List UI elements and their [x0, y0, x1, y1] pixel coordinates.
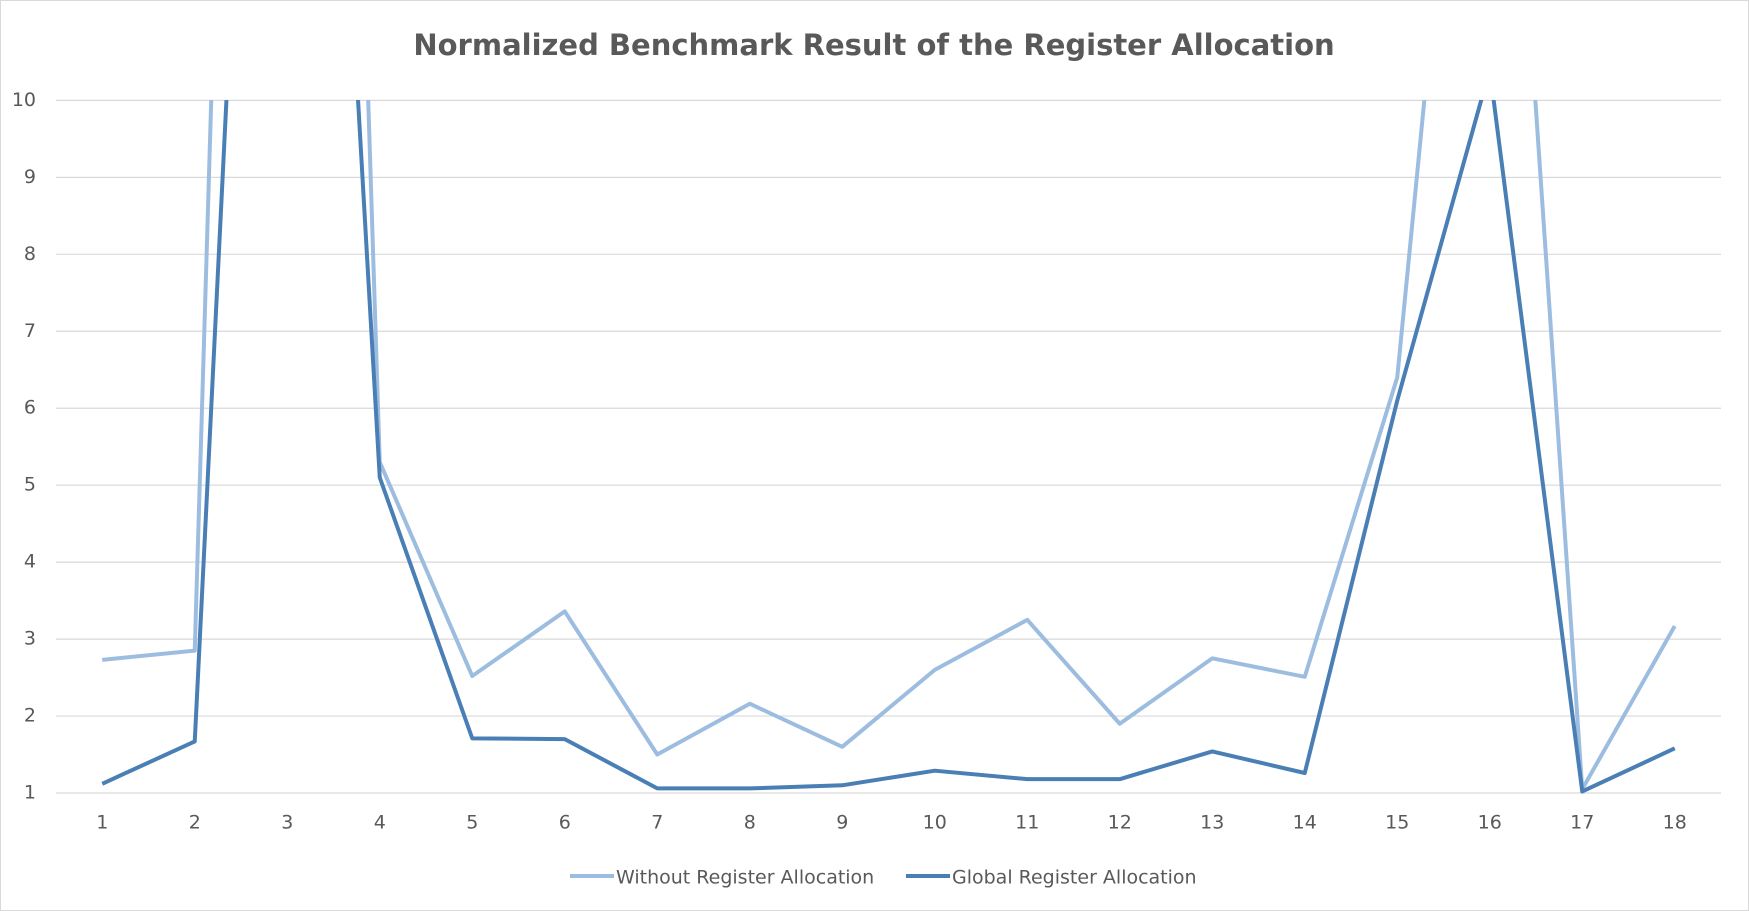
x-tick-label: 5 — [466, 812, 478, 834]
x-tick-label: 2 — [189, 812, 201, 834]
plot-area — [101, 100, 1677, 794]
y-tick-label: 2 — [24, 705, 36, 727]
x-tick-label: 10 — [923, 812, 947, 834]
legend-label: Global Register Allocation — [952, 867, 1197, 889]
y-tick-label: 3 — [24, 628, 36, 650]
x-tick-label: 7 — [651, 812, 663, 834]
series-line — [102, 100, 1677, 792]
x-tick-label: 15 — [1385, 812, 1409, 834]
grid — [56, 99, 1721, 794]
x-tick-label: 3 — [281, 812, 293, 834]
series-line — [101, 100, 1676, 794]
y-tick-label: 10 — [12, 89, 36, 111]
x-tick-label: 18 — [1663, 812, 1687, 834]
y-tick-label: 5 — [24, 474, 36, 496]
y-tick-label: 6 — [24, 397, 36, 419]
x-tick-label: 17 — [1570, 812, 1594, 834]
x-tick-label: 6 — [559, 812, 571, 834]
x-tick-label: 8 — [744, 812, 756, 834]
x-tick-label: 9 — [836, 812, 848, 834]
x-tick-label: 11 — [1015, 812, 1039, 834]
x-tick-label: 4 — [374, 812, 386, 834]
x-tick-label: 13 — [1200, 812, 1224, 834]
x-tick-label: 14 — [1293, 812, 1317, 834]
chart-title: Normalized Benchmark Result of the Regis… — [413, 28, 1334, 62]
y-tick-label: 9 — [24, 166, 36, 188]
y-tick-label: 4 — [24, 551, 36, 573]
x-tick-label: 16 — [1478, 812, 1502, 834]
x-tick-label: 1 — [96, 812, 108, 834]
y-tick-label: 8 — [24, 243, 36, 265]
x-tick-label: 12 — [1108, 812, 1132, 834]
y-tick-label: 7 — [24, 320, 36, 342]
legend-label: Without Register Allocation — [616, 867, 874, 889]
y-tick-label: 1 — [24, 782, 36, 804]
